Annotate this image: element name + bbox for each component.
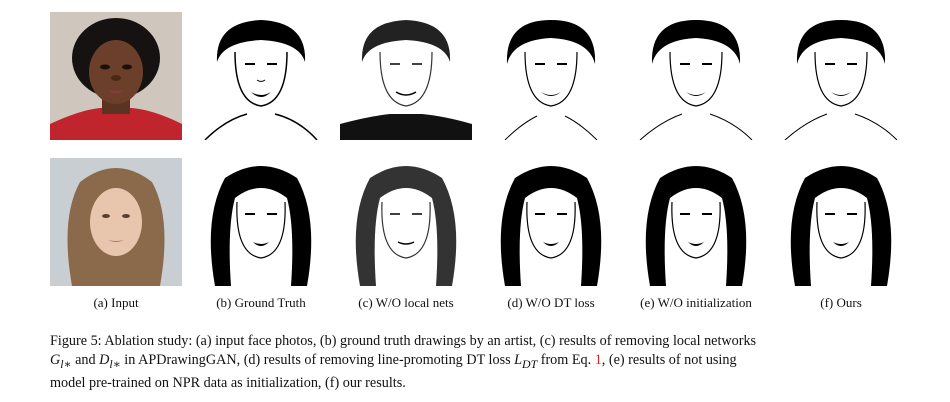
drawing-no-dt-loss-1 — [485, 12, 617, 140]
row-1 — [50, 12, 910, 140]
caption-l-symbol: LDT — [514, 352, 538, 371]
drawing-ground-truth-2 — [195, 158, 327, 286]
label-no-local-nets: (c) W/O local nets — [358, 295, 454, 310]
drawing-no-init-2 — [630, 158, 762, 286]
drawing-ours-2 — [775, 158, 907, 286]
caption-part4: , (e) results of not using — [601, 352, 737, 368]
caption-line3: model pre-trained on NPR data as initial… — [50, 374, 406, 391]
drawing-ours-1 — [775, 12, 907, 140]
caption-and: and — [71, 352, 100, 368]
figure-caption: Figure 5: Ablation study: (a) input face… — [50, 332, 890, 393]
caption-part1: Figure 5: Ablation study: (a) input face… — [50, 333, 757, 349]
caption-part2: in APDrawingGAN, (d) results of removing… — [120, 352, 515, 368]
label-no-dt-loss: (d) W/O DT loss — [507, 295, 595, 310]
photo-input-2 — [50, 158, 182, 286]
caption-g-symbol: Gl∗ — [50, 352, 72, 371]
drawing-no-local-nets-2 — [340, 158, 472, 286]
column-labels: (a) Input (b) Ground Truth (c) W/O local… — [50, 295, 910, 313]
row-2 — [50, 158, 910, 286]
label-input: (a) Input — [93, 295, 139, 310]
photo-input-1 — [50, 12, 182, 140]
caption-d-symbol: Dl∗ — [99, 352, 121, 371]
label-no-init: (e) W/O initialization — [640, 295, 752, 310]
caption-part3: from Eq. — [537, 352, 595, 368]
label-ours: (f) Ours — [820, 295, 862, 310]
drawing-no-init-1 — [630, 12, 762, 140]
drawing-no-local-nets-1 — [340, 12, 472, 140]
label-ground-truth: (b) Ground Truth — [216, 295, 306, 310]
drawing-ground-truth-1 — [195, 12, 327, 140]
equation-reference-link[interactable]: 1 — [594, 352, 602, 368]
drawing-no-dt-loss-2 — [485, 158, 617, 286]
